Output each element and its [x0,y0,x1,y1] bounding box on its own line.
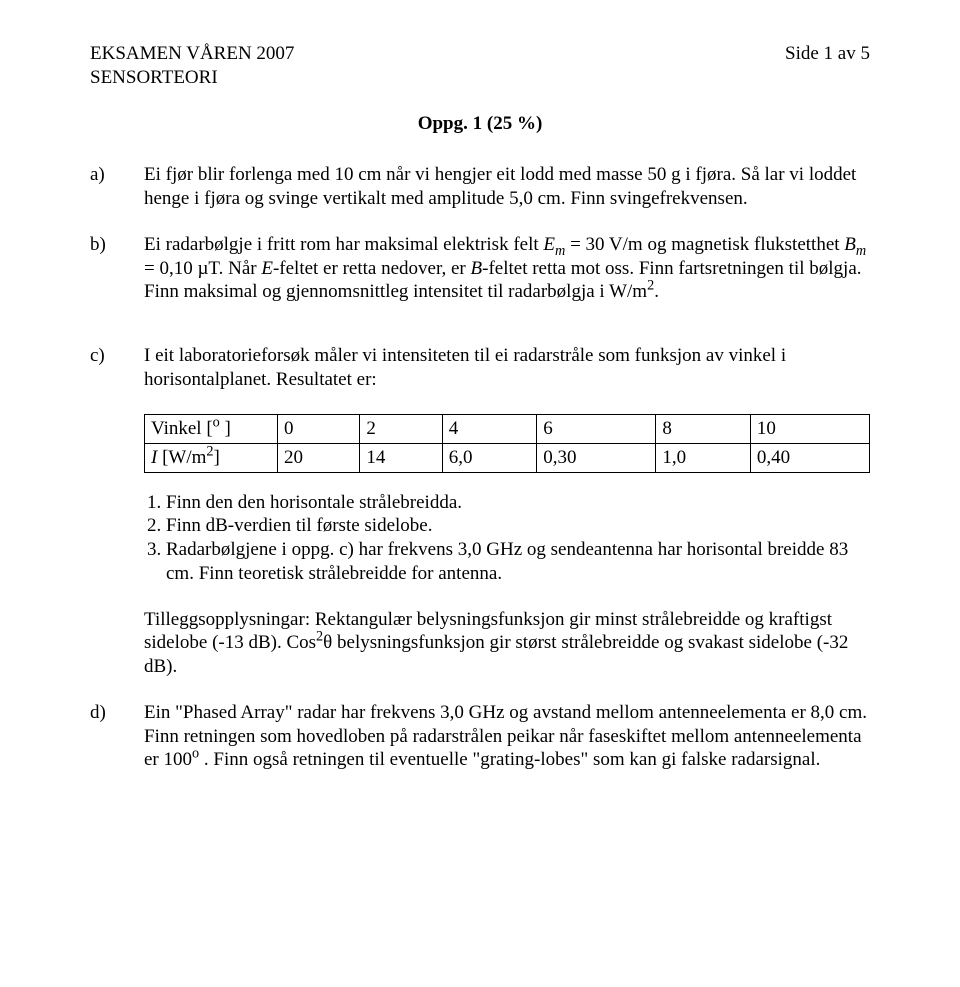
text: = 30 V/m og magnetisk flukstetthet [565,234,844,255]
table-row: Vinkel [o ] 0 2 4 6 8 10 [145,414,870,443]
question-d-body: Ein "Phased Array" radar har frekvens 3,… [144,701,870,772]
table-cell: 14 [360,443,442,472]
header-left: EKSAMEN VÅREN 2007 SENSORTEORI [90,42,294,90]
table-cell: 10 [750,414,869,443]
table-row: I [W/m2] 20 14 6,0 0,30 1,0 0,40 [145,443,870,472]
text: = 0,10 µT. Når [144,258,261,279]
table-cell: 6,0 [442,443,537,472]
question-c: c) I eit laboratorieforsøk måler vi inte… [90,344,870,392]
table-cell: 6 [537,414,656,443]
table-header-intensity: I [W/m2] [145,443,278,472]
question-a-body: Ei fjør blir forlenga med 10 cm når vi h… [144,163,870,211]
header-subject: SENSORTEORI [90,66,294,90]
sup-2: 2 [206,443,213,459]
additional-info: Tilleggsopplysningar: Rektangulær belysn… [144,608,870,679]
question-d: d) Ein "Phased Array" radar har frekvens… [90,701,870,772]
table-cell: 4 [442,414,537,443]
question-d-label: d) [90,701,144,725]
list-item: Radarbølgjene i oppg. c) har frekvens 3,… [166,538,870,586]
table-cell: 20 [278,443,360,472]
var-I: I [151,447,162,468]
text: Ei radarbølgje i fritt rom har maksimal … [144,234,543,255]
question-b-label: b) [90,233,144,257]
question-b-body: Ei radarbølgje i fritt rom har maksimal … [144,233,870,304]
text: ] [220,418,231,439]
var-E: E [261,258,273,279]
table-cell: 0,30 [537,443,656,472]
table-cell: 0,40 [750,443,869,472]
header-exam-title: EKSAMEN VÅREN 2007 [90,42,294,66]
page-header: EKSAMEN VÅREN 2007 SENSORTEORI Side 1 av… [90,42,870,90]
table-cell: 0 [278,414,360,443]
header-page-number: Side 1 av 5 [785,42,870,66]
sub-m: m [856,243,866,259]
problem-title: Oppg. 1 (25 %) [90,112,870,136]
exam-page: EKSAMEN VÅREN 2007 SENSORTEORI Side 1 av… [0,0,960,987]
question-a-label: a) [90,163,144,187]
question-b: b) Ei radarbølgje i fritt rom har maksim… [90,233,870,304]
data-table-wrap: Vinkel [o ] 0 2 4 6 8 10 I [W/m2] 20 14 … [144,414,870,473]
table-cell: 1,0 [656,443,751,472]
text: . Finn også retningen til eventuelle "gr… [199,749,820,770]
text: -feltet er retta nedover, er [273,258,471,279]
text: Vinkel [ [151,418,213,439]
question-c-label: c) [90,344,144,368]
var-B: B [471,258,483,279]
degree-symbol: o [213,414,220,430]
list-item: Finn den den horisontale strålebreidda. [166,491,870,515]
table-cell: 2 [360,414,442,443]
subquestion-list: Finn den den horisontale strålebreidda. … [144,491,870,586]
sub-m: m [555,243,565,259]
table-cell: 8 [656,414,751,443]
text: ] [214,447,220,468]
list-item: Finn dB-verdien til første sidelobe. [166,514,870,538]
intensity-table: Vinkel [o ] 0 2 4 6 8 10 I [W/m2] 20 14 … [144,414,870,473]
text: . [654,281,659,302]
text: [W/m [162,447,206,468]
question-a: a) Ei fjør blir forlenga med 10 cm når v… [90,163,870,211]
table-header-angle: Vinkel [o ] [145,414,278,443]
var-B: B [844,234,856,255]
question-c-body: I eit laboratorieforsøk måler vi intensi… [144,344,870,392]
var-E: E [543,234,555,255]
